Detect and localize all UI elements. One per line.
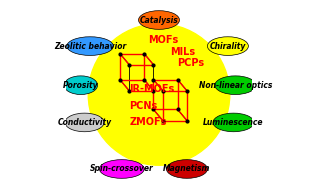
Text: MOFs: MOFs: [148, 36, 178, 46]
Text: Non-linear optics: Non-linear optics: [199, 81, 272, 90]
Text: Chirality: Chirality: [210, 42, 246, 51]
Ellipse shape: [215, 76, 256, 94]
Text: PCPs: PCPs: [178, 58, 205, 68]
Text: Spin-crossover: Spin-crossover: [90, 164, 154, 174]
Ellipse shape: [64, 76, 98, 94]
Text: Catalysis: Catalysis: [140, 15, 178, 25]
Ellipse shape: [67, 37, 114, 55]
Text: ZMOFs: ZMOFs: [129, 117, 167, 127]
Text: IR-MOFs: IR-MOFs: [129, 84, 175, 94]
Ellipse shape: [213, 113, 254, 132]
Text: Luminescence: Luminescence: [203, 118, 264, 127]
Text: Magnetism: Magnetism: [163, 164, 211, 174]
Text: PCNs: PCNs: [129, 101, 157, 111]
Text: MILs: MILs: [170, 47, 195, 57]
Ellipse shape: [207, 37, 248, 55]
Text: Zeolitic behavior: Zeolitic behavior: [54, 42, 126, 51]
Circle shape: [88, 24, 230, 165]
Ellipse shape: [166, 160, 207, 178]
Ellipse shape: [100, 160, 144, 178]
Ellipse shape: [65, 113, 104, 132]
Text: Porosity: Porosity: [63, 81, 99, 90]
Ellipse shape: [139, 11, 179, 29]
Text: Conductivity: Conductivity: [58, 118, 112, 127]
